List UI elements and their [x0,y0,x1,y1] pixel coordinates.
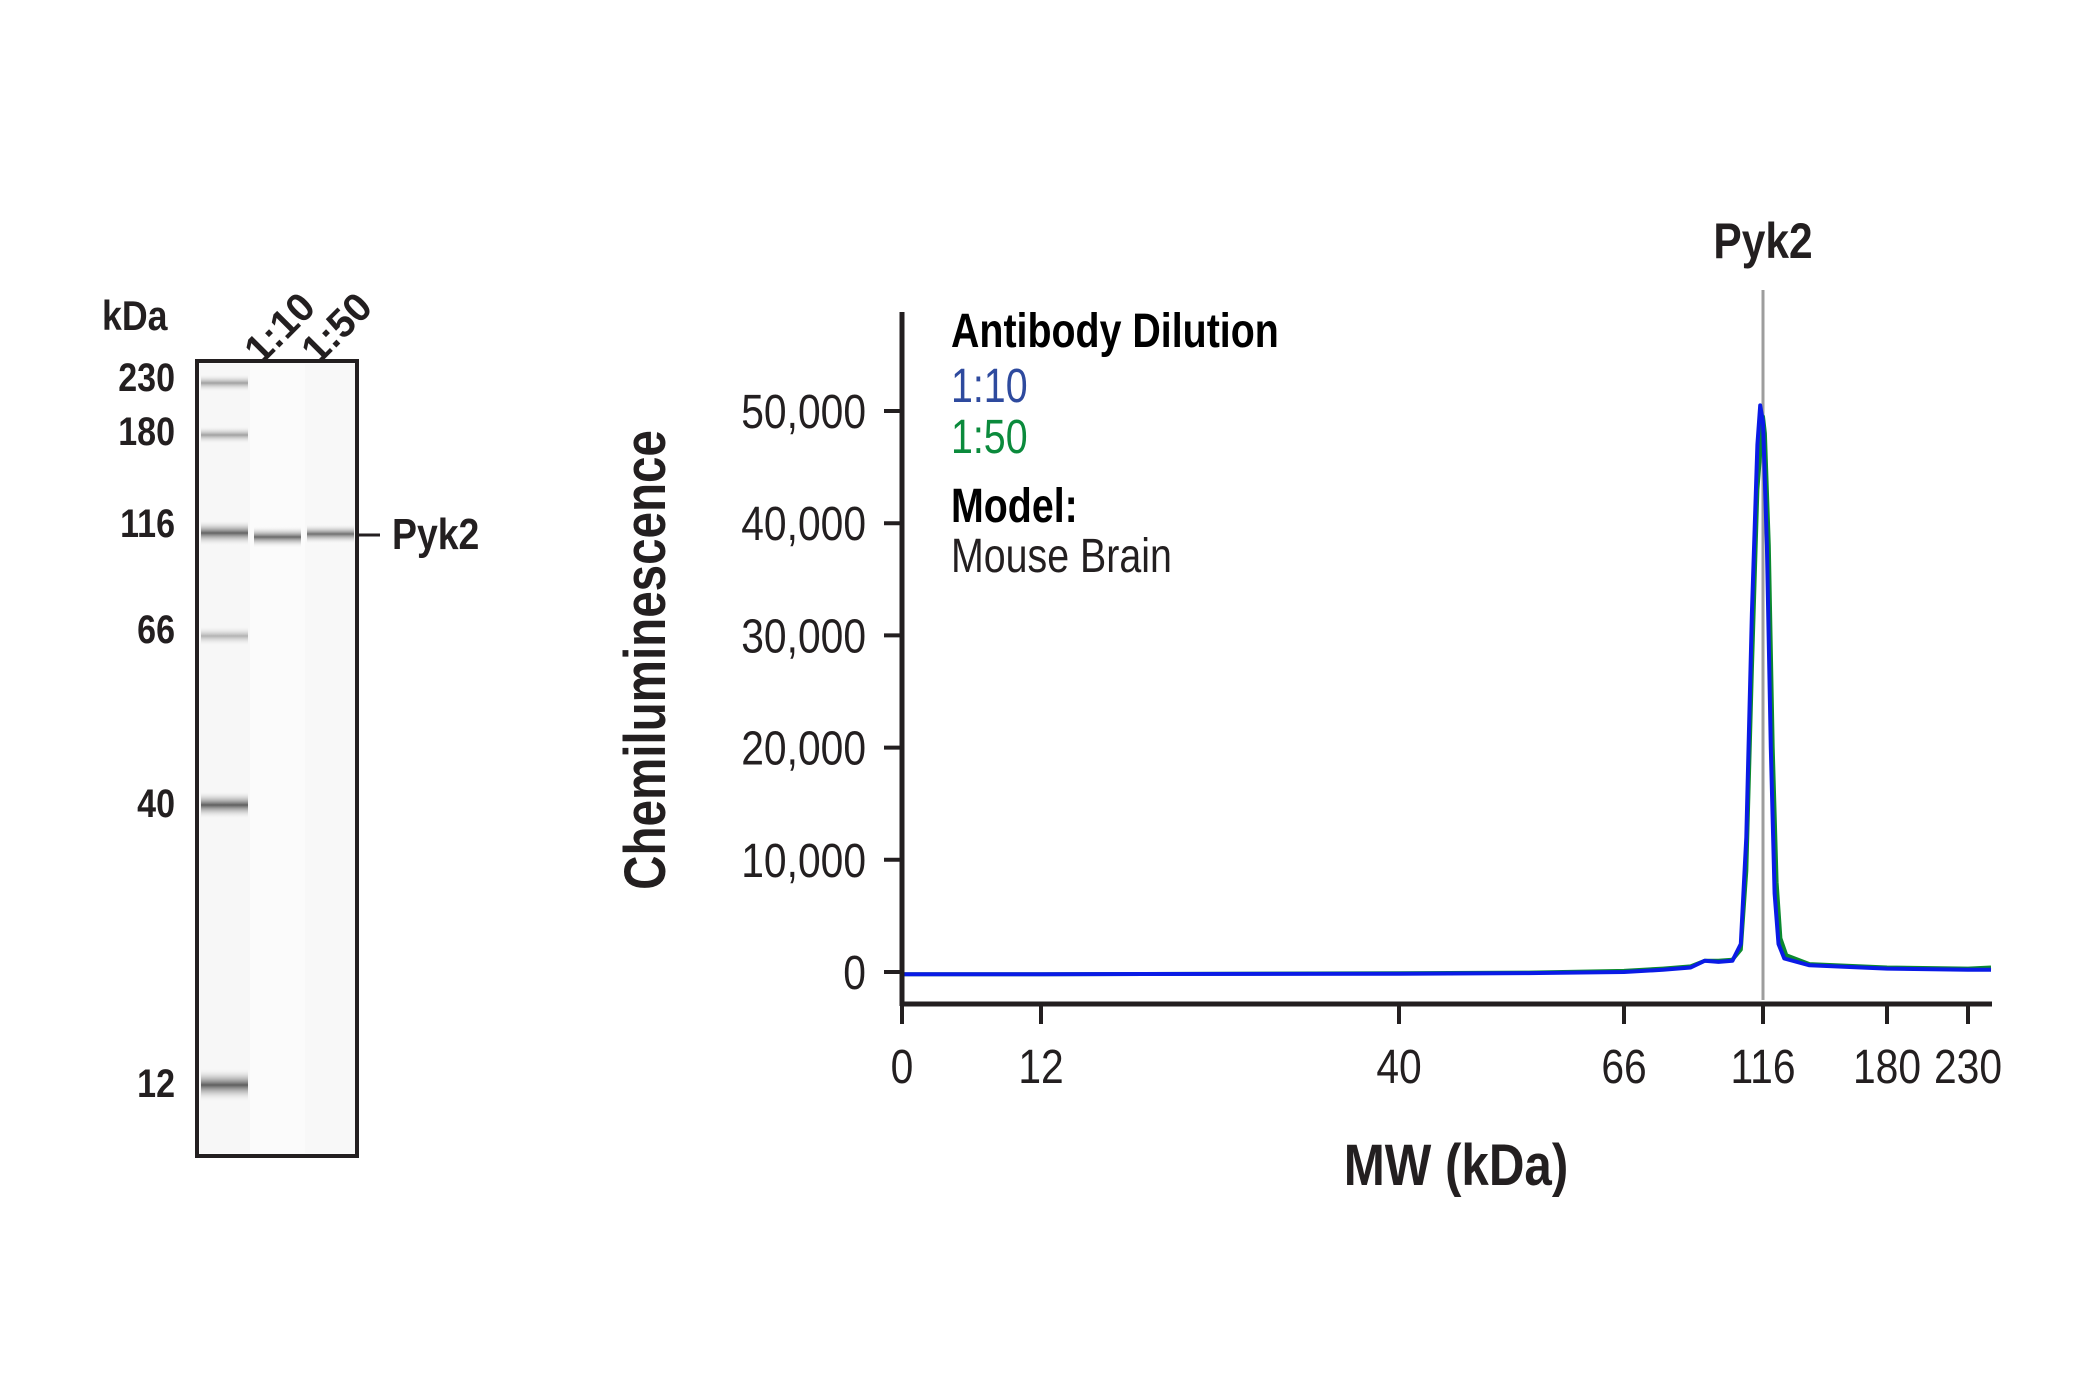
gel-image [195,359,380,1158]
x-tick-label: 0 [891,1041,914,1094]
sample-band-1-10 [254,526,301,548]
peak-marker-label: Pyk2 [1713,213,1812,269]
x-tick-label: 12 [1018,1041,1063,1094]
x-tick-label: 116 [1730,1041,1795,1094]
ladder-band-66 [201,626,248,646]
marker-label-180: 180 [118,410,175,454]
x-tick-label: 230 [1934,1041,2002,1094]
ladder-band-40 [201,791,248,819]
legend-entry-1-10: 1:10 [951,359,1028,413]
marker-label-40: 40 [137,782,175,826]
series-line-1-10 [902,403,1991,977]
legend-entry-1-50: 1:50 [951,410,1028,464]
marker-label-66: 66 [137,608,175,652]
model-title: Model: [951,479,1078,533]
legend: Antibody Dilution 1:10 1:50 Model: Mouse… [951,304,1279,583]
sample-band-1-50 [307,524,354,544]
y-tick-label: 20,000 [741,723,866,776]
y-tick-label: 40,000 [741,498,866,551]
ladder-band-180 [201,426,248,444]
x-tick-label: 66 [1601,1041,1646,1094]
y-axis-label: Chemiluminescence [614,430,679,890]
ladder-bands [201,374,248,1102]
ladder-band-12 [201,1068,248,1102]
legend-title: Antibody Dilution [951,304,1279,358]
y-tick-label: 10,000 [741,835,866,888]
gel-band-label: Pyk2 [392,510,480,559]
model-value: Mouse Brain [951,529,1172,583]
x-axis-label: MW (kDa) [1344,1133,1569,1198]
y-tick-label: 50,000 [741,386,866,439]
marker-label-230: 230 [118,356,175,400]
marker-label-116: 116 [120,502,175,546]
x-tick-label: 180 [1853,1041,1921,1094]
y-tick-label: 30,000 [741,610,866,663]
ladder-band-116 [201,520,248,546]
ladder-band-230 [201,374,248,392]
x-tick-label: 40 [1376,1041,1421,1094]
gel-unit-label: kDa [102,292,168,339]
marker-label-12: 12 [137,1062,175,1106]
y-tick-label: 0 [843,947,866,1000]
